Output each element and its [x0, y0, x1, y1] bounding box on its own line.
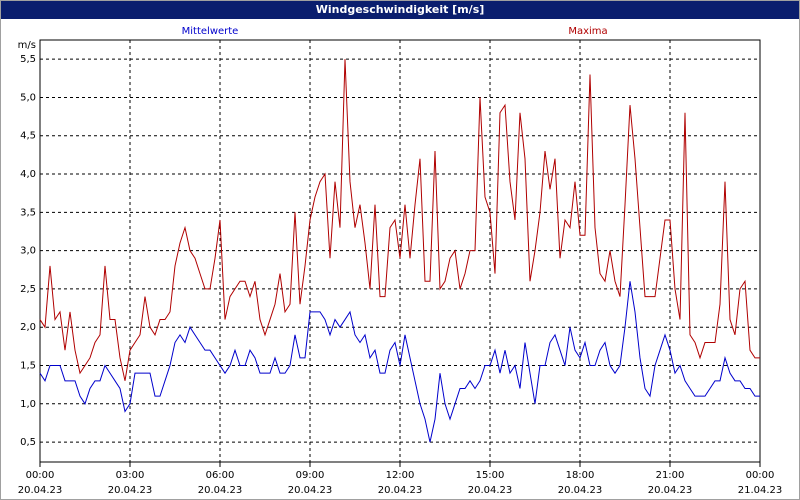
- x-tick-date: 20.04.23: [198, 485, 243, 496]
- y-tick-label: 3,5: [20, 207, 36, 218]
- x-tick-label: 00:00: [746, 470, 775, 481]
- y-tick-label: 2,0: [20, 322, 36, 333]
- y-tick-label: 4,5: [20, 131, 36, 142]
- plot-frame: [39, 39, 761, 463]
- x-tick-label: 03:00: [116, 470, 145, 481]
- title-bar: Windgeschwindigkeit [m/s]: [1, 1, 799, 19]
- y-tick-label: 5,0: [20, 92, 36, 103]
- x-tick-date: 20.04.23: [108, 485, 153, 496]
- x-tick-date: 21.04.23: [738, 485, 783, 496]
- x-tick-label: 21:00: [656, 470, 685, 481]
- legend-label: Maxima: [568, 26, 607, 37]
- x-tick-label: 12:00: [386, 470, 415, 481]
- y-tick-label: 1,0: [20, 399, 36, 410]
- y-tick-label: 2,5: [20, 284, 36, 295]
- x-tick-label: 00:00: [26, 470, 55, 481]
- x-tick-label: 18:00: [566, 470, 595, 481]
- x-tick-date: 20.04.23: [18, 485, 63, 496]
- x-tick-date: 20.04.23: [468, 485, 513, 496]
- y-tick-label: 5,5: [20, 54, 36, 65]
- y-unit: m/s: [18, 40, 36, 51]
- series-line: [39, 281, 760, 443]
- y-tick-label: 3,0: [20, 246, 36, 257]
- y-tick-label: 1,5: [20, 360, 36, 371]
- x-tick-label: 15:00: [476, 470, 505, 481]
- x-tick-date: 20.04.23: [558, 485, 603, 496]
- legend-label: Mittelwerte: [182, 26, 239, 37]
- series-line: [39, 59, 760, 381]
- y-tick-label: 0,5: [20, 437, 36, 448]
- x-tick-date: 20.04.23: [648, 485, 693, 496]
- x-tick-date: 20.04.23: [378, 485, 423, 496]
- x-tick-label: 09:00: [296, 470, 325, 481]
- y-tick-label: 4,0: [20, 169, 36, 180]
- x-tick-label: 06:00: [206, 470, 235, 481]
- x-tick-date: 20.04.23: [288, 485, 333, 496]
